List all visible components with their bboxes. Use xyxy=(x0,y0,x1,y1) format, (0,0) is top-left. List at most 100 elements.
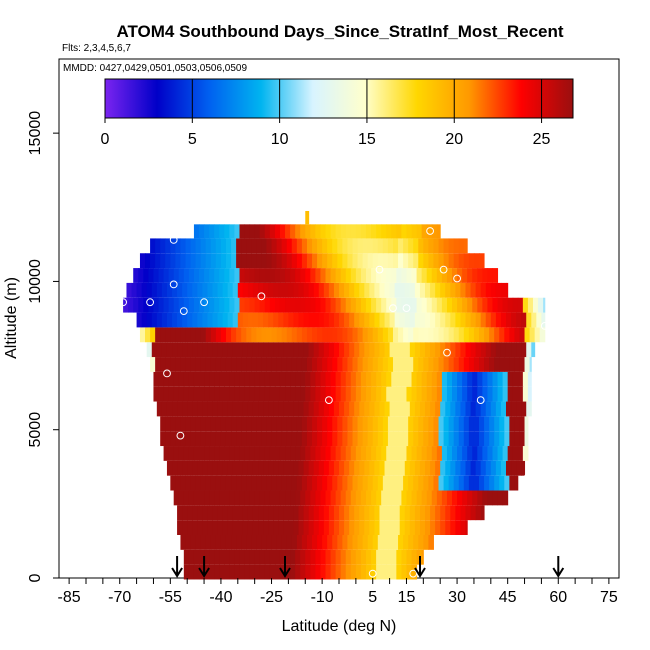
heatmap-cell xyxy=(163,446,170,461)
heatmap-cell xyxy=(317,327,323,343)
heatmap-cell xyxy=(168,446,175,461)
heatmap-cell xyxy=(330,371,337,387)
heatmap-cell xyxy=(177,312,183,328)
heatmap-cell xyxy=(242,312,249,328)
heatmap-cell xyxy=(310,549,316,565)
heatmap-cell xyxy=(364,342,370,358)
heatmap-cell xyxy=(212,505,219,521)
heatmap-cell xyxy=(465,342,472,358)
heatmap-cell xyxy=(414,505,421,521)
heatmap-cell xyxy=(468,253,475,269)
heatmap-cell xyxy=(209,490,215,506)
heatmap-cell xyxy=(495,312,502,328)
heatmap-cell xyxy=(357,327,364,343)
heatmap-cell xyxy=(495,282,502,298)
heatmap-cell xyxy=(367,416,374,432)
heatmap-cell xyxy=(392,327,399,343)
heatmap-cell xyxy=(475,312,482,328)
heatmap-cell xyxy=(242,342,249,358)
heatmap-cell xyxy=(403,416,409,432)
heatmap-cell xyxy=(484,475,490,491)
heatmap-cell xyxy=(200,253,207,269)
heatmap-cell xyxy=(244,549,251,565)
heatmap-cell xyxy=(252,505,259,521)
heatmap-cell xyxy=(219,446,225,461)
heatmap-cell xyxy=(258,312,264,328)
heatmap-cell xyxy=(349,312,355,328)
heatmap-cell xyxy=(490,312,497,328)
heatmap-cell xyxy=(369,401,375,417)
heatmap-cell xyxy=(485,401,492,417)
heatmap-cell xyxy=(222,505,229,521)
heatmap-cell xyxy=(463,238,468,254)
location-arrow xyxy=(198,556,210,578)
heatmap-cell xyxy=(359,505,365,521)
heatmap-cell xyxy=(337,416,343,432)
heatmap-cell xyxy=(261,431,267,447)
heatmap-cell xyxy=(458,416,465,432)
heatmap-cell xyxy=(320,371,327,387)
heatmap-cell xyxy=(219,490,225,506)
heatmap-cell xyxy=(355,564,362,580)
heatmap-cell xyxy=(305,268,311,283)
heatmap-cell xyxy=(251,475,257,491)
heatmap-cell xyxy=(306,431,313,447)
heatmap-cell xyxy=(517,386,524,402)
heatmap-cell xyxy=(492,371,499,387)
heatmap-cell xyxy=(330,386,337,402)
heatmap-cell xyxy=(303,520,310,535)
heatmap-cell xyxy=(355,386,362,402)
heatmap-cell xyxy=(290,371,296,387)
heatmap-cell xyxy=(227,520,234,535)
heatmap-cell xyxy=(293,505,300,521)
heatmap-cell xyxy=(263,460,269,476)
heatmap-cell xyxy=(177,520,183,535)
heatmap-cell xyxy=(256,357,262,372)
heatmap-cell xyxy=(394,520,401,535)
heatmap-cell xyxy=(396,224,402,239)
heatmap-cell xyxy=(207,520,213,535)
heatmap-cell xyxy=(411,297,418,313)
heatmap-cell xyxy=(279,490,286,506)
heatmap-cell xyxy=(369,505,375,521)
heatmap-cell xyxy=(220,431,227,447)
heatmap-cell xyxy=(322,238,328,254)
heatmap-cell xyxy=(479,327,485,343)
heatmap-cell xyxy=(320,224,327,239)
heatmap-cell xyxy=(296,431,303,447)
heatmap-cell xyxy=(416,297,423,313)
heatmap-cell xyxy=(199,224,205,239)
heatmap-cell xyxy=(414,520,421,535)
heatmap-cell xyxy=(404,342,411,358)
heatmap-cell xyxy=(394,282,401,298)
heatmap-cell xyxy=(249,490,256,506)
colorbar-tick-label: 25 xyxy=(533,131,551,148)
heatmap-cell xyxy=(435,460,441,476)
heatmap-cell xyxy=(340,371,347,387)
heatmap-cell xyxy=(360,549,367,565)
heatmap-cell xyxy=(435,401,441,417)
heatmap-cell xyxy=(376,297,382,313)
heatmap-cell xyxy=(151,312,158,328)
heatmap-cell xyxy=(172,312,178,328)
heatmap-cell xyxy=(359,282,365,298)
heatmap-cell xyxy=(175,238,181,254)
heatmap-cell xyxy=(177,505,183,521)
heatmap-cell xyxy=(492,297,499,313)
heatmap-cell xyxy=(234,490,240,506)
heatmap-cell xyxy=(146,312,153,328)
heatmap-cell xyxy=(200,416,207,432)
heatmap-cell xyxy=(268,460,274,476)
heatmap-cell xyxy=(312,253,318,269)
heatmap-cell xyxy=(232,312,239,328)
heatmap-cell xyxy=(288,282,294,298)
heatmap-cell xyxy=(295,386,301,402)
heatmap-cell xyxy=(220,535,227,550)
heatmap-cell xyxy=(516,401,522,417)
heatmap-cell xyxy=(170,416,176,432)
heatmap-cell xyxy=(487,268,493,283)
heatmap-cell xyxy=(269,490,276,506)
heatmap-cell xyxy=(421,268,428,283)
heatmap-cell xyxy=(452,297,458,313)
heatmap-cell xyxy=(215,327,222,343)
